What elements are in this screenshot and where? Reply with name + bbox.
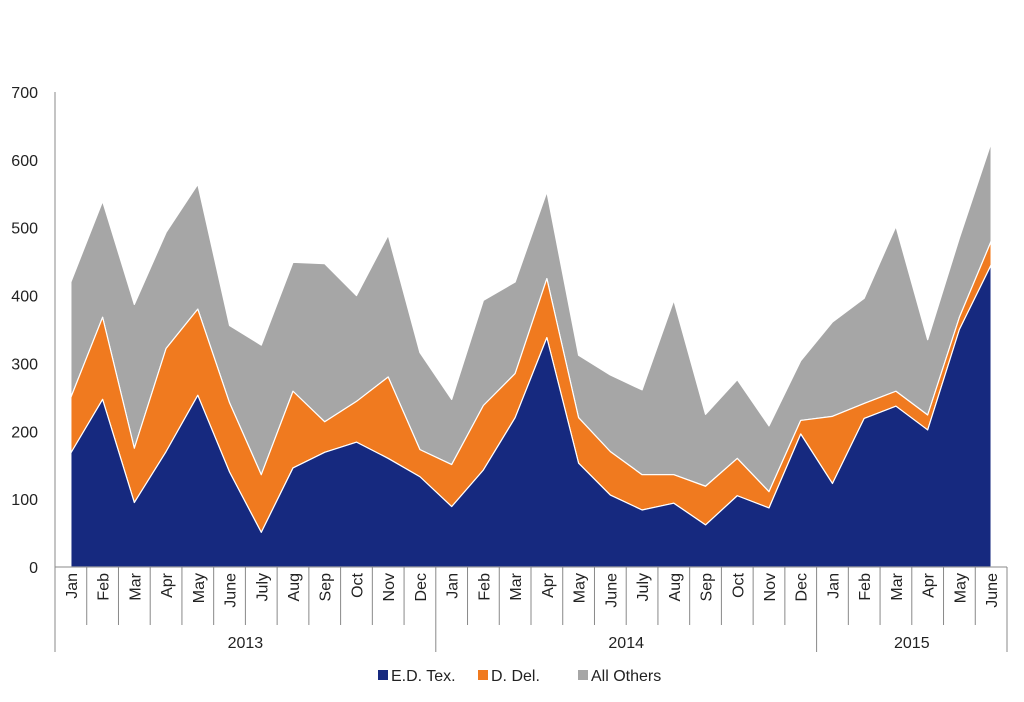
x-tick-label: Feb [857,573,874,601]
x-tick-label: Nov [762,573,779,601]
year-label: 2014 [608,635,644,652]
x-tick-label: May [952,573,969,603]
y-tick-label: 200 [11,424,38,441]
x-tick-label: Mar [508,572,525,600]
year-label: 2015 [894,635,930,652]
y-tick-label: 100 [11,492,38,509]
x-tick-label: Jan [445,573,462,599]
x-tick-label: Jan [64,573,81,599]
x-tick-label: July [254,573,271,601]
y-tick-label: 600 [11,153,38,170]
x-tick-label: Nov [381,573,398,601]
y-axis: 0 100 200 300 400 500 600 700 [11,85,55,577]
x-tick-label: Sep [699,573,716,602]
x-tick-label: Feb [96,573,113,601]
x-tick-label: Apr [921,572,938,598]
legend-swatch-d-del [478,670,488,680]
x-tick-label: Mar [889,572,906,600]
x-tick-label: June [984,573,1001,608]
legend-label-d-del: D. Del. [491,668,540,685]
x-tick-label: Apr [159,572,176,598]
y-tick-label: 500 [11,221,38,238]
x-tick-label: Dec [413,573,430,601]
x-tick-label: Jan [825,573,842,599]
y-tick-label: 300 [11,356,38,373]
x-tick-label: Mar [127,572,144,600]
x-tick-label: Dec [794,573,811,601]
x-tick-label: June [223,573,240,608]
series-areas [71,143,991,567]
x-tick-label: May [191,573,208,603]
legend-label-all-others: All Others [591,668,661,685]
legend-swatch-e-d-tex [378,670,388,680]
x-tick-label: Aug [286,573,303,601]
x-tick-label: July [635,573,652,601]
x-tick-label: Feb [476,573,493,601]
legend-label-e-d-tex: E.D. Tex. [391,668,456,685]
x-tick-label: Aug [667,573,684,601]
x-tick-label: Apr [540,572,557,598]
legend: E.D. Tex. D. Del. All Others [378,668,661,685]
y-tick-label: 0 [29,560,38,577]
x-tick-label: Oct [730,572,747,597]
y-tick-label: 400 [11,289,38,306]
y-tick-label: 700 [11,85,38,102]
x-tick-label: Oct [349,572,366,597]
legend-swatch-all-others [578,670,588,680]
x-axis: Jan Feb Mar Apr May June July Aug Sep Oct Nov Dec Ja… [55,567,1007,652]
x-tick-label: May [572,573,589,603]
x-tick-label: Sep [318,573,335,602]
year-label: 2013 [228,635,264,652]
x-tick-label: June [603,573,620,608]
